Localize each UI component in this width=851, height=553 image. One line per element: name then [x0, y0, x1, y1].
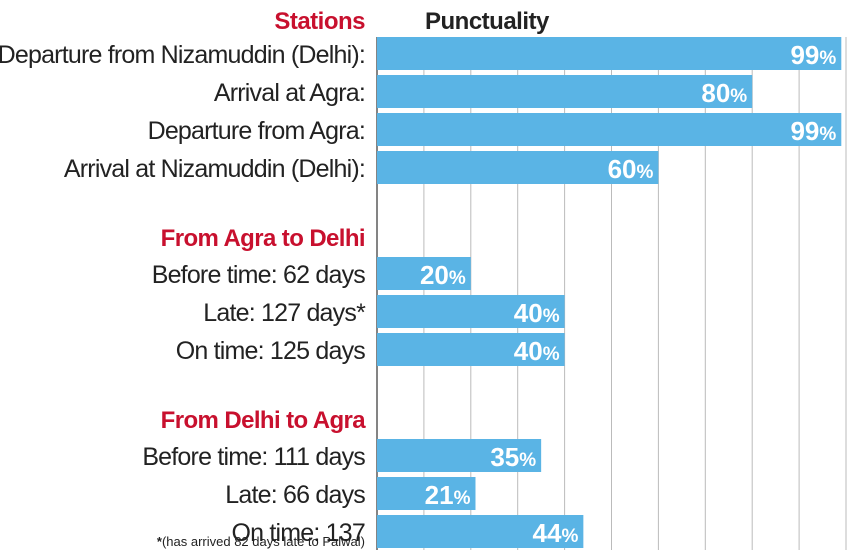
bar [377, 113, 842, 146]
data-label: 80% [701, 78, 747, 108]
data-label-unit: % [561, 526, 578, 547]
footnote-star: * [157, 534, 163, 549]
group-title: From Delhi to Agra [161, 407, 367, 434]
row-label: On time: 137 [231, 519, 365, 547]
bar [377, 515, 584, 548]
row-label: Arrival at Nizamuddin (Delhi): [64, 155, 365, 183]
data-label-unit: % [449, 268, 466, 289]
row-label: Departure from Agra: [148, 117, 365, 145]
data-label-value: 35 [490, 442, 519, 472]
row-label: Before time: 111 days [142, 443, 365, 471]
data-label-value: 99 [790, 40, 819, 70]
footnote: *(has arrived 82 days late to Palwal) [157, 534, 365, 549]
bar [377, 75, 753, 108]
bars: 99%80%99%60%20%40%40%35%21%44% [377, 37, 842, 548]
data-label: 99% [790, 116, 836, 146]
data-label-unit: % [519, 450, 536, 471]
row-label: Late: 66 days [225, 481, 365, 509]
data-label-value: 40 [514, 336, 543, 366]
bar [377, 477, 476, 510]
data-label-unit: % [543, 306, 560, 327]
data-label-value: 20 [420, 260, 449, 290]
row-label: Departure from Nizamuddin (Delhi): [0, 41, 365, 69]
data-label-value: 44 [533, 518, 562, 548]
data-label: 20% [420, 260, 466, 290]
data-label-unit: % [454, 488, 471, 509]
row-label: Arrival at Agra: [214, 79, 365, 107]
data-label: 99% [790, 40, 836, 70]
row-label: Late: 127 days* [203, 299, 366, 327]
row-label: On time: 125 days [176, 337, 366, 365]
data-label: 60% [608, 154, 654, 184]
punctuality-header: Punctuality [425, 8, 550, 35]
data-label-value: 21 [425, 480, 454, 510]
data-label-value: 40 [514, 298, 543, 328]
bar [377, 257, 471, 290]
bar [377, 439, 542, 472]
data-label-value: 99 [790, 116, 819, 146]
data-label-value: 80 [701, 78, 730, 108]
bar [377, 333, 565, 366]
bar [377, 295, 565, 328]
row-labels: Departure from Nizamuddin (Delhi): Arriva… [0, 41, 367, 547]
group-title: From Agra to Delhi [161, 225, 365, 252]
data-label-unit: % [819, 124, 836, 145]
footnote-text: (has arrived 82 days late to Palwal) [162, 534, 365, 549]
bar [377, 37, 842, 70]
data-label-unit: % [636, 162, 653, 183]
data-label: 44% [533, 518, 579, 548]
stations-header: Stations [274, 8, 365, 35]
data-label: 21% [425, 480, 471, 510]
data-label: 40% [514, 298, 560, 328]
data-label-unit: % [730, 86, 747, 107]
data-label: 35% [490, 442, 536, 472]
data-label-value: 60 [608, 154, 637, 184]
row-label: Before time: 62 days [152, 261, 366, 289]
bar [377, 151, 659, 184]
data-label-unit: % [543, 344, 560, 365]
data-label: 40% [514, 336, 560, 366]
data-label-unit: % [819, 48, 836, 69]
